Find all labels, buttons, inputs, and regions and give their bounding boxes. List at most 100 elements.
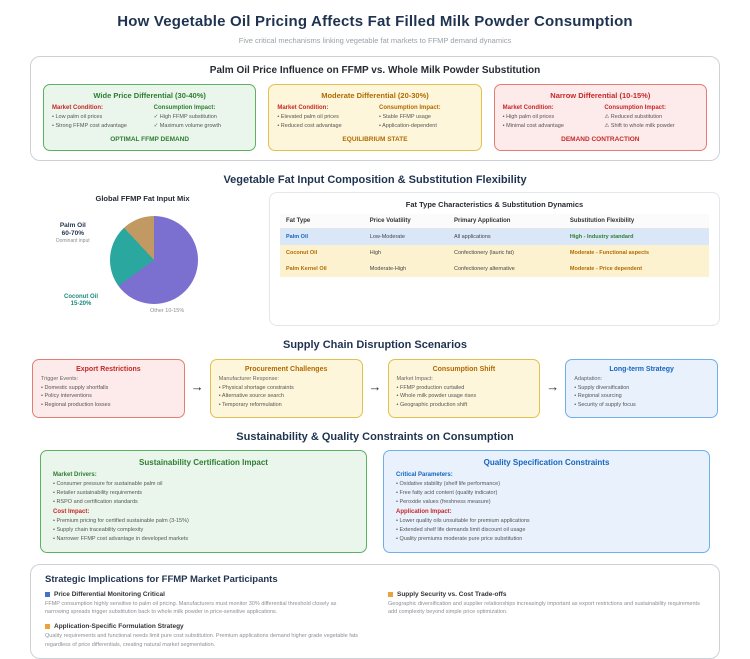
card-subheader: Market Impact: (396, 375, 433, 382)
pie-label-palm: Palm Oil 60-70% Dominant input (56, 222, 90, 245)
section-supply-chain-title: Supply Chain Disruption Scenarios (283, 338, 467, 351)
card-title: Long-term Strategy (609, 365, 674, 373)
cell-flexibility: High - Industry standard (563, 228, 709, 245)
strategic-item-formulation-strategy: Application-Specific Formulation Strateg… (45, 623, 362, 649)
bullet-item: • Regional production losses (41, 402, 111, 409)
consumption-impact-header: Consumption Impact: (153, 105, 216, 111)
bullet-item: • Elevated palm oil prices (277, 114, 339, 120)
strategic-item-title: Price Differential Monitoring Critical (54, 590, 165, 598)
card-footer-badge: EQUILIBRIUM STATE (342, 135, 408, 143)
card-subheader: Manufacturer Response: (218, 375, 279, 382)
flow-arrow-icon: → (368, 379, 382, 395)
card-title: Export Restrictions (76, 365, 141, 373)
fat-input-pie-chart: Global FFMP Fat Input Mix Palm Oil 60-70… (30, 192, 255, 326)
card-footer-badge: OPTIMAL FFMP DEMAND (110, 135, 190, 143)
cell-flexibility: Moderate - Functional aspects (563, 244, 709, 261)
procurement-challenges-card: Procurement Challenges Manufacturer Resp… (209, 358, 363, 418)
cell-fat-type: Coconut Oil (280, 244, 364, 261)
bullet-item: • Narrower FFMP cost advantage in develo… (53, 535, 189, 542)
sustainability-cards-row: Sustainability Certification Impact Mark… (40, 449, 710, 553)
pie-label-other: Other 10-15% (150, 307, 185, 314)
pie-chart-title: Global FFMP Fat Input Mix (95, 193, 190, 203)
bullet-item: • Premium pricing for certified sustaina… (53, 518, 189, 525)
card-title: Quality Specification Constraints (483, 457, 610, 467)
page-subtitle: Five critical mechanisms linking vegetab… (238, 36, 512, 45)
card-title: Wide Price Differential (30-40%) (93, 91, 206, 100)
supply-chain-flow: Export Restrictions Trigger Events: • Do… (32, 358, 718, 418)
wide-differential-card: Wide Price Differential (30-40%) Market … (43, 84, 257, 151)
flow-arrow-icon: → (190, 379, 204, 395)
pie-label-coconut: Coconut Oil 15-20% (64, 294, 98, 310)
bullet-item: • Regional sourcing (574, 393, 622, 400)
card-title: Sustainability Certification Impact (139, 457, 268, 467)
col-header-fat-type: Fat Type (280, 213, 364, 229)
market-condition-header: Market Condition: (52, 105, 103, 111)
bullet-item: • Extended shelf life demands limit disc… (396, 527, 526, 534)
quality-specification-card: Quality Specification Constraints Critic… (383, 449, 710, 553)
bullet-item: • Low palm oil prices (52, 114, 103, 120)
critical-parameters-header: Critical Parameters: (396, 471, 453, 478)
consumption-shift-card: Consumption Shift Market Impact: • FFMP … (387, 358, 541, 418)
bullet-item: • Quality premiums moderate pure price s… (396, 535, 523, 542)
bullet-item: • Alternative source search (218, 393, 284, 400)
bullet-item: • Application-dependent (379, 122, 437, 129)
card-subheader: Adaptation: (574, 375, 603, 382)
moderate-differential-card: Moderate Differential (20-30%) Market Co… (268, 84, 482, 151)
cost-impact-header: Cost Impact: (53, 509, 90, 516)
bullet-item: ✓ High FFMP substitution (153, 114, 217, 120)
bullet-item: • Peroxide values (freshness measure) (396, 498, 491, 505)
bullet-square-icon (388, 591, 393, 597)
fat-type-table-title: Fat Type Characteristics & Substitution … (405, 199, 584, 209)
cell-fat-type: Palm Oil (280, 228, 364, 245)
cell-volatility: High (363, 244, 448, 261)
bullet-item: ⚠ Reduced substitution (604, 114, 663, 120)
bullet-item: ⚠ Shift to whole milk powder (604, 122, 675, 129)
fat-type-table: Fat Type Characteristics & Substitution … (269, 191, 720, 326)
col-header-primary-application: Primary Application (447, 213, 564, 229)
bullet-item: • Supply chain traceability complexity (53, 527, 144, 534)
long-term-strategy-card: Long-term Strategy Adaptation: • Supply … (565, 358, 718, 418)
table-header-row: Fat Type Price Volatility Primary Applic… (280, 213, 709, 229)
cell-volatility: Moderate-High (363, 260, 448, 277)
strategic-item-title: Application-Specific Formulation Strateg… (54, 623, 184, 631)
bullet-item: ✓ Maximum volume growth (153, 122, 221, 129)
bullet-item: • Strong FFMP cost advantage (52, 122, 127, 129)
col-header-substitution-flexibility: Substitution Flexibility (563, 213, 709, 229)
strategic-implications-panel: Strategic Implications for FFMP Market P… (30, 563, 720, 659)
flow-arrow-icon: → (546, 379, 560, 395)
bullet-item: • Stable FFMP usage (379, 114, 431, 120)
bullet-item: • Security of supply focus (574, 402, 636, 409)
market-drivers-header: Market Drivers: (53, 471, 97, 478)
bullet-item: • Whole milk powder usage rises (396, 393, 477, 400)
strategic-implications-grid: Price Differential Monitoring Critical F… (45, 591, 705, 649)
bullet-item: • Supply diversification (574, 384, 630, 391)
pie-label-palm-range: 60-70% (61, 230, 85, 238)
bullet-item: • Minimal cost advantage (502, 122, 564, 129)
consumption-impact-header: Consumption Impact: (604, 105, 666, 111)
sustainability-certification-card: Sustainability Certification Impact Mark… (40, 449, 367, 553)
strategic-item-price-monitoring: Price Differential Monitoring Critical F… (45, 591, 362, 617)
market-condition-header: Market Condition: (277, 105, 329, 111)
narrow-differential-card: Narrow Differential (10-15%) Market Cond… (493, 84, 707, 151)
strategic-implications-title: Strategic Implications for FFMP Market P… (45, 573, 278, 585)
bullet-square-icon (45, 624, 50, 630)
bullet-item: • Physical shortage constraints (218, 384, 294, 391)
price-differential-panel: Palm Oil Price Influence on FFMP vs. Who… (30, 56, 720, 161)
card-title: Consumption Shift (432, 365, 496, 373)
table-row: Palm Oil Low-Moderate All applications H… (280, 228, 709, 245)
application-impact-header: Application Impact: (396, 509, 452, 516)
page-header: How Vegetable Oil Pricing Affects Fat Fi… (0, 0, 750, 45)
pie-graphic (110, 215, 198, 304)
price-differential-panel-title: Palm Oil Price Influence on FFMP vs. Who… (209, 65, 541, 76)
pie-label-palm-note: Dominant input (56, 238, 90, 245)
bullet-item: • Policy interventions (41, 393, 92, 400)
bullet-item: • Oxidative stability (shelf life perfor… (396, 480, 501, 487)
bullet-item: • High palm oil prices (502, 114, 555, 120)
cell-volatility: Low-Moderate (363, 228, 448, 245)
page-title: How Vegetable Oil Pricing Affects Fat Fi… (117, 13, 633, 30)
strategic-item-body: FFMP consumption highly sensitive to pal… (45, 600, 337, 616)
bullet-square-icon (45, 591, 50, 597)
card-title: Procurement Challenges (244, 365, 328, 373)
card-footer-badge: DEMAND CONTRACTION (561, 135, 640, 143)
fat-composition-section: Global FFMP Fat Input Mix Palm Oil 60-70… (30, 191, 720, 326)
